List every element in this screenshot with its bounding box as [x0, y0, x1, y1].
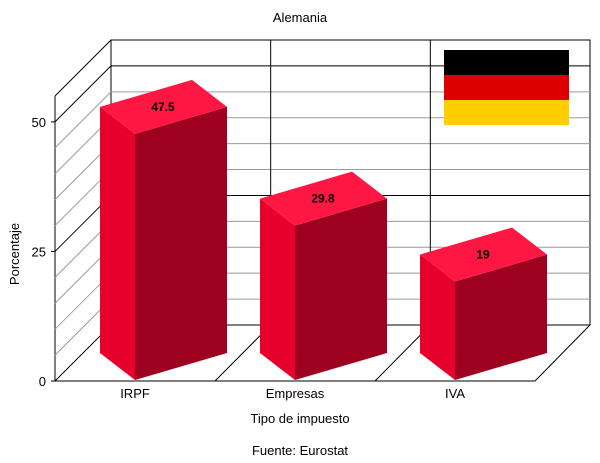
side-wall-top [54, 39, 112, 97]
bar-face [420, 254, 455, 380]
flag-stripe [444, 75, 569, 100]
y-tick-labels: 0 25 50 [32, 115, 55, 389]
bar: 19 [420, 227, 547, 380]
data-label: 47.5 [151, 100, 175, 114]
flag-stripe [444, 100, 569, 125]
bar: 47.5 [100, 79, 227, 380]
side-gridline [54, 65, 112, 123]
bar-side [455, 254, 547, 380]
source-note: Fuente: Eurostat [252, 443, 348, 458]
data-label: 29.8 [311, 192, 335, 206]
bars: 47.5 29.8 19 [100, 79, 547, 380]
bar: 29.8 [260, 171, 387, 380]
data-label: 19 [476, 248, 490, 262]
bar-side [295, 198, 387, 380]
x-tick-label: IRPF [120, 386, 150, 401]
x-tick-label: IVA [445, 386, 465, 401]
bar-top [100, 79, 227, 134]
bar-top [260, 171, 387, 226]
flag-stripe [444, 50, 569, 75]
x-tick-labels: IRPF Empresas IVA [120, 386, 465, 401]
x-axis-label: Tipo de impuesto [250, 411, 349, 426]
bar-face [260, 198, 295, 380]
y-tick-label: 25 [32, 244, 46, 259]
y-tick-label: 0 [39, 374, 46, 389]
y-tick-label: 50 [32, 115, 46, 130]
chart-title: Alemania [273, 10, 328, 25]
bar-side [135, 106, 227, 380]
bar-top [420, 227, 547, 282]
y-axis-label: Porcentaje [7, 223, 22, 285]
side-gridline [54, 91, 112, 149]
x-tick-label: Empresas [266, 386, 325, 401]
bar-face [100, 106, 135, 380]
germany-flag-icon [444, 50, 569, 125]
